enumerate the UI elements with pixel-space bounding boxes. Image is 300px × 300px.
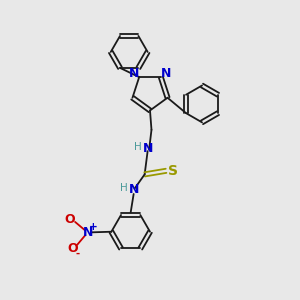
Text: H: H <box>120 183 128 193</box>
Text: -: - <box>76 249 80 259</box>
Text: S: S <box>168 164 178 178</box>
Text: O: O <box>64 213 75 226</box>
Text: N: N <box>142 142 153 155</box>
Text: H: H <box>134 142 142 152</box>
Text: +: + <box>88 222 97 232</box>
Text: N: N <box>129 67 139 80</box>
Text: N: N <box>82 226 93 239</box>
Text: N: N <box>128 183 139 196</box>
Text: N: N <box>161 67 171 80</box>
Text: O: O <box>68 242 78 255</box>
